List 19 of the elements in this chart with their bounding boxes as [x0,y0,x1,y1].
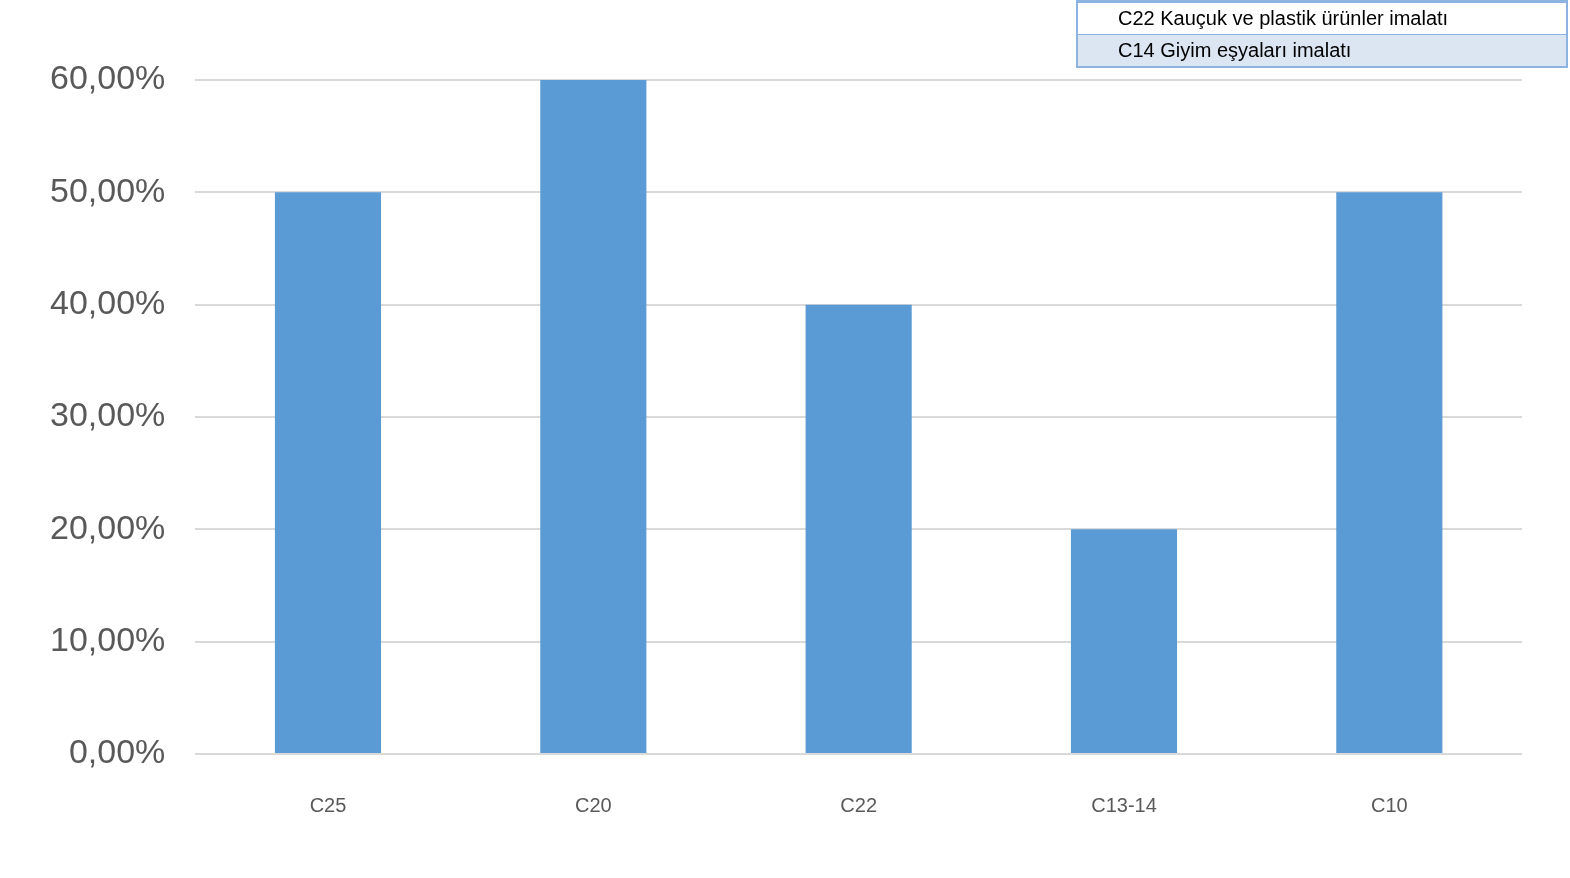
bar [805,304,912,753]
y-tick-label: 30,00% [49,395,166,434]
y-tick-label: 0,00% [68,732,166,771]
x-tick-label: C20 [574,793,612,816]
bar [1070,529,1178,753]
y-tick-label: 40,00% [49,283,166,322]
x-tick-label: C10 [1370,793,1408,816]
x-tick-label: C22 [840,793,878,816]
y-tick-label: 20,00% [49,507,166,546]
y-tick-label: 10,00% [49,620,166,659]
y-tick-label: 60,00% [49,58,166,97]
text: C22 Kauçuk ve plastik ürünler imalatı [1078,2,1566,34]
x-tick-label: C13-14 [1091,793,1157,816]
bar [540,80,647,753]
y-tick-label: 50,00% [49,170,166,209]
bar [1336,192,1443,753]
bar [274,192,382,753]
x-tick-label: C25 [309,793,347,816]
text: C14 Giyim eşyaları imalatı [1078,34,1566,66]
